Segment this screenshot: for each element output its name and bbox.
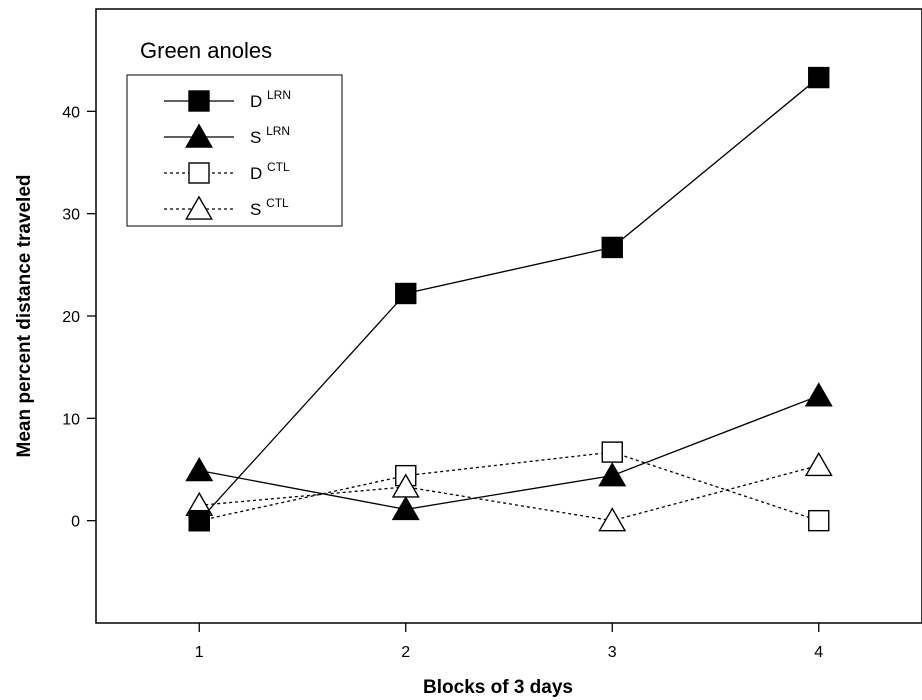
legend-superscript: CTL [267,160,290,174]
data-point-s-lrn [804,382,833,407]
y-tick-label: 10 [62,411,80,428]
series-d-lrn [188,66,830,532]
data-point-s-lrn [391,495,420,521]
series-line-s-ctl [199,464,819,522]
data-point-d-ctl [601,441,623,463]
y-axis-ticks: 0 10 20 30 40 [62,104,96,531]
legend-superscript: CTL [266,196,289,210]
data-point-s-ctl [598,507,627,532]
series-line-d-lrn [198,77,820,522]
x-tick-label: 4 [814,644,823,661]
series-layer [185,66,833,532]
legend-marker [188,162,210,184]
legend-marker [185,123,213,148]
data-point-d-ctl [808,509,830,532]
y-tick-label: 0 [71,514,80,531]
legend-marker [188,90,210,112]
legend-box [126,74,343,227]
series-s-ctl [185,451,833,532]
legend-superscript: LRN [267,88,291,102]
x-tick-label: 3 [608,644,617,661]
data-point-s-lrn [185,456,214,482]
y-tick-label: 40 [62,104,80,121]
data-point-d-lrn [188,509,210,532]
data-point-s-lrn [598,462,627,487]
data-point-d-lrn [395,282,417,305]
data-point-s-ctl [804,451,833,477]
y-tick-label: 30 [62,207,80,224]
data-point-d-lrn [601,236,623,259]
series-s-lrn [185,382,833,521]
x-tick-label: 1 [195,644,204,661]
x-tick-label: 2 [401,644,410,661]
legend-superscript: LRN [266,124,290,138]
data-point-d-lrn [808,66,830,89]
x-axis-title: Blocks of 3 days [423,677,573,698]
chart-title: Green anoles [140,38,272,63]
legend-marker [185,195,213,220]
series-line-d-ctl [199,451,819,522]
y-tick-label: 20 [62,309,80,326]
y-axis-title: Mean percent distance traveled [14,175,35,458]
series-line-s-lrn [199,395,819,511]
x-axis-ticks: 1 2 3 4 [195,623,823,661]
legend-item-s-ctl: S CTL [164,195,289,220]
